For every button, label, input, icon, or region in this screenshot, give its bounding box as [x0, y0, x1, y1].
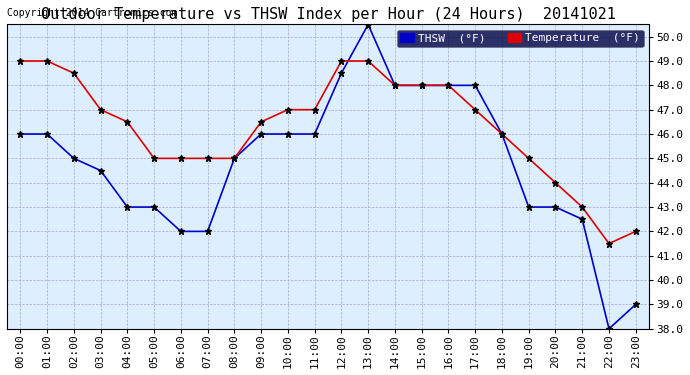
Legend: THSW  (°F), Temperature  (°F): THSW (°F), Temperature (°F) [397, 30, 644, 47]
Title: Outdoor Temperature vs THSW Index per Hour (24 Hours)  20141021: Outdoor Temperature vs THSW Index per Ho… [41, 7, 615, 22]
Text: Copyright 2014 Cartronics.com: Copyright 2014 Cartronics.com [7, 8, 177, 18]
